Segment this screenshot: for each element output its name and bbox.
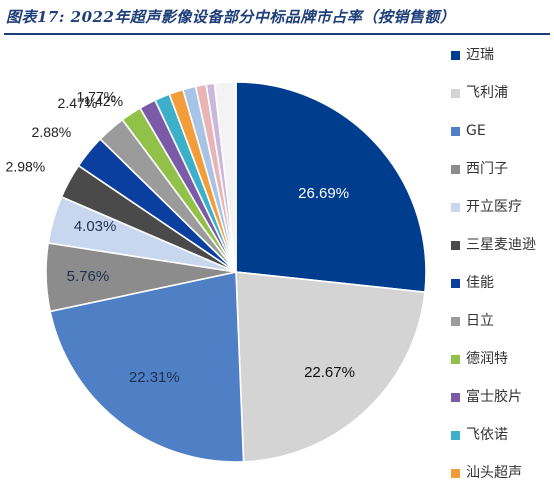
legend-label: 飞利浦 [466, 85, 508, 101]
legend-label: 三星麦迪逊 [466, 237, 536, 253]
pie-slice-1 [235, 81, 427, 294]
data-label-9: 1.77% [76, 89, 116, 105]
legend-swatch [451, 51, 460, 60]
legend-item: 飞依诺 [451, 426, 551, 464]
pie-slice-16 [213, 81, 237, 273]
legend-item: 日立 [451, 312, 551, 350]
legend-swatch [451, 89, 460, 98]
data-label-7: 2.88% [32, 124, 72, 140]
legend-swatch [451, 355, 460, 364]
legend-item: 汕头超声 [451, 464, 551, 502]
legend-swatch [451, 165, 460, 174]
legend-label: 飞依诺 [466, 427, 508, 443]
legend-swatch [451, 279, 460, 288]
legend-label: GE [466, 123, 486, 139]
legend-swatch [451, 317, 460, 326]
legend-swatch [451, 203, 460, 212]
data-label-5: 4.03% [74, 218, 117, 235]
legend-label: 日立 [466, 313, 494, 329]
pie-slice-3 [49, 271, 245, 463]
legend-item: 佳能 [451, 274, 551, 312]
legend-label: 迈瑞 [466, 47, 494, 63]
legend-swatch [451, 241, 460, 250]
legend-label: 佳能 [466, 275, 494, 291]
legend-swatch [451, 393, 460, 402]
legend-swatch [451, 127, 460, 136]
legend-item: 西门子 [451, 160, 551, 198]
chart-title: 图表17: 2022年超声影像设备部分中标品牌市占率（按销售额） [6, 8, 456, 26]
title-rule [4, 33, 550, 35]
legend-label: 汕头超声 [466, 465, 522, 481]
data-label-10: 1.42% [83, 93, 123, 109]
legend-label: 开立医疗 [466, 199, 522, 215]
data-label-3: 22.31% [129, 369, 180, 386]
legend-item: 三星麦迪逊 [451, 236, 551, 274]
legend-label: 西门子 [466, 161, 508, 177]
legend-item: 德润特 [451, 350, 551, 388]
legend-item: 富士胶片 [451, 388, 551, 426]
legend-item: 飞利浦 [451, 84, 551, 122]
legend-item: 迈瑞 [451, 46, 551, 84]
pie-slices [45, 81, 427, 463]
chart-legend: 迈瑞飞利浦 GE 西门子开立医疗三星麦迪逊佳能日立德润特富士胶片飞依诺汕头超声 [451, 46, 551, 502]
pie-slice-2 [235, 271, 426, 463]
data-label-1: 26.69% [298, 185, 349, 202]
legend-item: GE [451, 122, 551, 160]
legend-label: 德润特 [466, 351, 508, 367]
data-label-8: 2.47% [58, 95, 98, 111]
data-label-6: 2.98% [6, 158, 46, 174]
data-label-2: 22.67% [304, 364, 355, 381]
legend-item: 开立医疗 [451, 198, 551, 236]
legend-swatch [451, 469, 460, 478]
pie-labels: 26.69% 22.67% 22.31% 5.76% 4.03% 2.98% 2.88% 2.… [6, 89, 355, 386]
legend-label: 富士胶片 [466, 389, 522, 405]
data-label-4: 5.76% [67, 268, 110, 285]
legend-swatch [451, 431, 460, 440]
